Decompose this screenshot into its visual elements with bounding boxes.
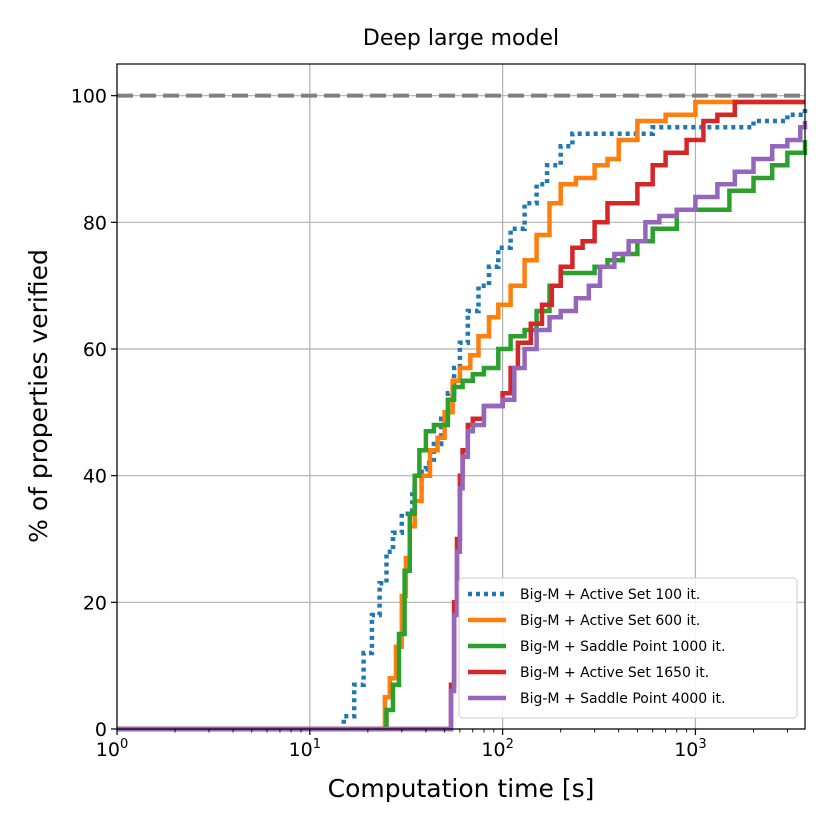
y-axis-label: % of properties verified (24, 249, 53, 543)
axis-ticks: 0 20 40 60 80 100 100 101 102 103 (71, 86, 788, 761)
y-tick-label: 20 (83, 592, 107, 614)
y-tick-label: 100 (71, 86, 107, 108)
series-line (117, 121, 808, 732)
y-tick-label: 80 (83, 212, 107, 234)
x-tick-label: 103 (674, 737, 706, 761)
chart-title: Deep large model (363, 26, 559, 51)
legend-label: Big-M + Active Set 600 it. (520, 613, 700, 629)
legend-label: Big-M + Active Set 100 it. (520, 587, 700, 603)
y-tick-label: 40 (83, 466, 107, 488)
legend: Big-M + Active Set 100 it. Big-M + Active… (458, 577, 798, 719)
x-axis-label: Computation time [s] (328, 774, 595, 803)
legend-label: Big-M + Active Set 1650 it. (520, 665, 709, 681)
legend-label: Big-M + Saddle Point 1000 it. (520, 639, 725, 655)
y-tick-label: 0 (95, 719, 107, 741)
y-tick-label: 60 (83, 339, 107, 361)
x-tick-label: 101 (289, 737, 321, 761)
legend-box (458, 577, 798, 719)
x-tick-label: 100 (96, 737, 128, 761)
series-line (117, 108, 808, 732)
plot-frame (116, 63, 806, 730)
x-tick-label: 102 (481, 737, 513, 761)
series-lines (117, 99, 808, 732)
legend-label: Big-M + Saddle Point 4000 it. (520, 691, 725, 707)
